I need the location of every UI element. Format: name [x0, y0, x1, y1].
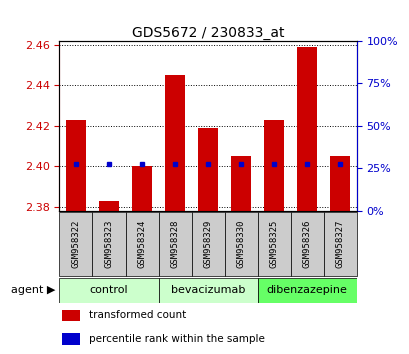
Text: GSM958327: GSM958327 [335, 220, 344, 268]
FancyBboxPatch shape [290, 212, 323, 276]
Bar [62, 309, 80, 321]
Bar [132, 166, 152, 211]
Text: dibenzazepine: dibenzazepine [266, 285, 347, 295]
Bar [263, 120, 283, 211]
FancyBboxPatch shape [158, 278, 257, 303]
Bar [231, 156, 250, 211]
FancyBboxPatch shape [257, 212, 290, 276]
Bar [66, 120, 85, 211]
Text: GSM958329: GSM958329 [203, 220, 212, 268]
FancyBboxPatch shape [92, 212, 125, 276]
FancyBboxPatch shape [158, 212, 191, 276]
FancyBboxPatch shape [191, 212, 224, 276]
Text: GSM958322: GSM958322 [71, 220, 80, 268]
Bar [330, 156, 349, 211]
Title: GDS5672 / 230833_at: GDS5672 / 230833_at [132, 26, 283, 40]
Text: agent ▶: agent ▶ [11, 285, 55, 295]
Text: bevacizumab: bevacizumab [171, 285, 245, 295]
Text: GSM958323: GSM958323 [104, 220, 113, 268]
Bar [198, 128, 218, 211]
FancyBboxPatch shape [224, 212, 257, 276]
FancyBboxPatch shape [323, 212, 356, 276]
Text: percentile rank within the sample: percentile rank within the sample [89, 335, 264, 344]
Text: GSM958330: GSM958330 [236, 220, 245, 268]
FancyBboxPatch shape [125, 212, 158, 276]
Bar [165, 75, 184, 211]
Text: control: control [90, 285, 128, 295]
Text: GSM958326: GSM958326 [302, 220, 311, 268]
Text: transformed count: transformed count [89, 310, 186, 320]
Text: GSM958324: GSM958324 [137, 220, 146, 268]
Bar [62, 333, 80, 345]
Bar [99, 200, 119, 211]
Text: GSM958328: GSM958328 [170, 220, 179, 268]
FancyBboxPatch shape [257, 278, 356, 303]
Text: GSM958325: GSM958325 [269, 220, 278, 268]
Bar [297, 47, 316, 211]
FancyBboxPatch shape [59, 278, 158, 303]
FancyBboxPatch shape [59, 212, 92, 276]
